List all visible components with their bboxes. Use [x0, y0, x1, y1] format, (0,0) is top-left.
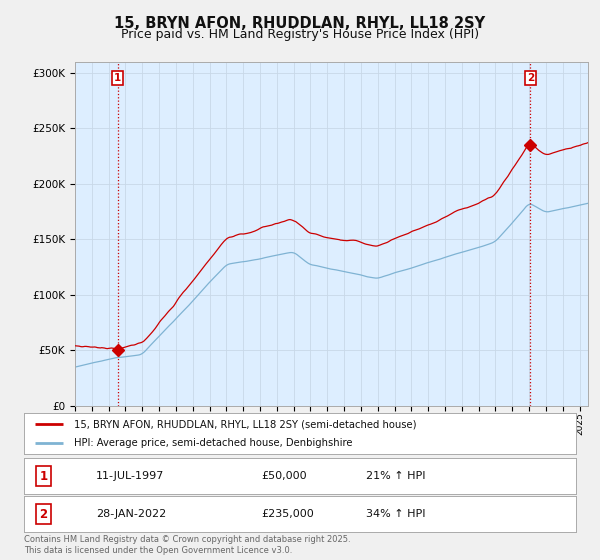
Text: 28-JAN-2022: 28-JAN-2022 [96, 509, 166, 519]
Text: 2: 2 [527, 73, 534, 83]
Text: 15, BRYN AFON, RHUDDLAN, RHYL, LL18 2SY (semi-detached house): 15, BRYN AFON, RHUDDLAN, RHYL, LL18 2SY … [74, 419, 416, 429]
Text: 15, BRYN AFON, RHUDDLAN, RHYL, LL18 2SY: 15, BRYN AFON, RHUDDLAN, RHYL, LL18 2SY [115, 16, 485, 31]
Text: Contains HM Land Registry data © Crown copyright and database right 2025.
This d: Contains HM Land Registry data © Crown c… [24, 535, 350, 555]
Text: 34% ↑ HPI: 34% ↑ HPI [366, 509, 426, 519]
Text: £235,000: £235,000 [262, 509, 314, 519]
Text: £50,000: £50,000 [262, 471, 307, 481]
Text: 21% ↑ HPI: 21% ↑ HPI [366, 471, 426, 481]
Text: 1: 1 [39, 469, 47, 483]
Text: HPI: Average price, semi-detached house, Denbighshire: HPI: Average price, semi-detached house,… [74, 438, 352, 447]
Text: Price paid vs. HM Land Registry's House Price Index (HPI): Price paid vs. HM Land Registry's House … [121, 28, 479, 41]
Text: 2: 2 [39, 507, 47, 521]
Text: 1: 1 [114, 73, 121, 83]
Text: 11-JUL-1997: 11-JUL-1997 [96, 471, 164, 481]
